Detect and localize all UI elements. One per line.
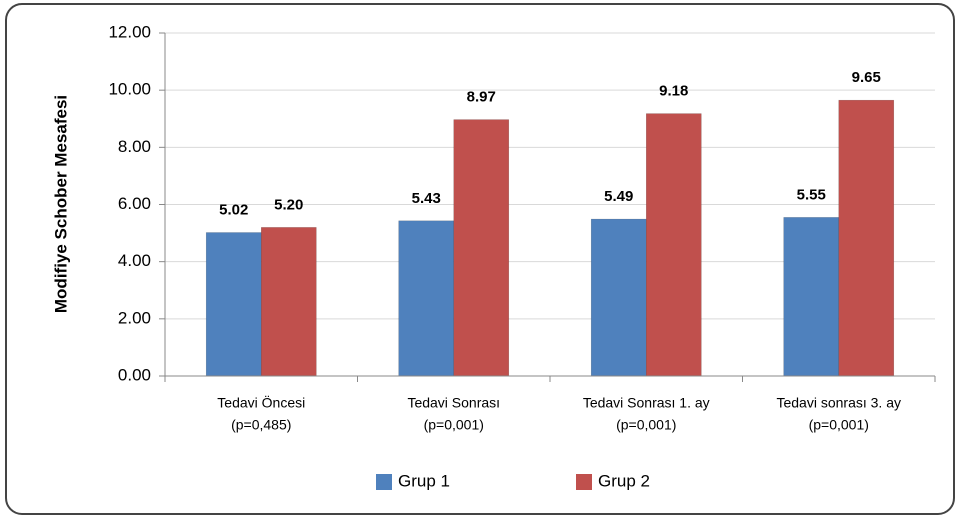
data-label: 5.43: [412, 190, 441, 207]
legend-swatch: [376, 474, 392, 490]
legend-label: Grup 2: [598, 471, 650, 490]
y-tick-label: 12.00: [108, 22, 151, 41]
bar: [590, 218, 647, 377]
bar: [838, 99, 895, 377]
y-tick-label: 10.00: [108, 80, 151, 99]
data-label: 9.65: [852, 69, 881, 86]
bar: [261, 227, 317, 377]
x-tick-label: (p=0,485): [231, 417, 291, 433]
bar: [646, 113, 702, 377]
x-tick-label: Tedavi Sonrası 1. ay: [583, 395, 710, 411]
data-label: 5.02: [219, 201, 248, 218]
data-label: 5.20: [274, 196, 303, 213]
x-tick-label: (p=0,001): [424, 417, 484, 433]
x-tick-label: (p=0,001): [809, 417, 869, 433]
y-axis-label: Modifiye Schober Mesafesi: [51, 95, 70, 313]
x-tick-label: Tedavi Sonrası: [407, 395, 500, 411]
legend-swatch: [576, 474, 592, 490]
y-tick-label: 2.00: [118, 308, 151, 327]
x-tick-label: Tedavi Öncesi: [217, 394, 305, 411]
y-tick-label: 6.00: [118, 194, 151, 213]
y-tick-label: 4.00: [118, 251, 151, 270]
data-label: 9.18: [659, 83, 688, 100]
bar: [398, 220, 455, 377]
data-label: 5.55: [797, 186, 826, 203]
data-label: 8.97: [467, 89, 496, 106]
x-tick-label: Tedavi sonrası 3. ay: [776, 395, 901, 411]
y-tick-label: 0.00: [118, 365, 151, 384]
data-label: 5.49: [604, 188, 633, 205]
bar: [453, 119, 510, 377]
y-tick-label: 8.00: [118, 137, 151, 156]
bar: [783, 217, 840, 377]
legend-label: Grup 1: [398, 471, 450, 490]
bar: [205, 232, 262, 377]
x-tick-label: (p=0,001): [616, 417, 676, 433]
